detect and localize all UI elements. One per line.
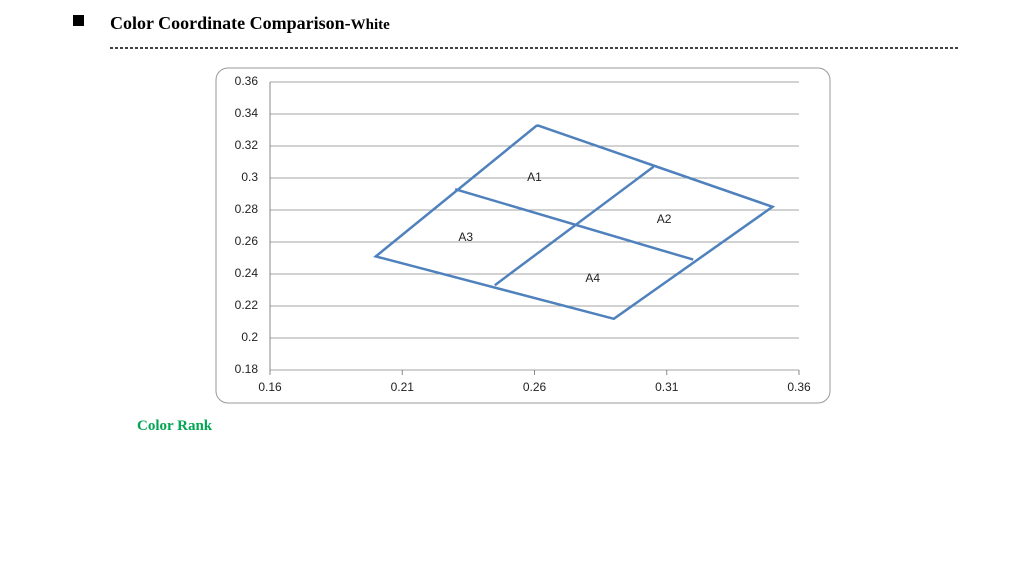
y-tick-label: 0.36	[235, 74, 259, 88]
color-rank-label: Color Rank	[137, 418, 213, 434]
y-tick-label: 0.2	[241, 330, 258, 344]
title: Color Coordinate Comparison-White	[110, 13, 390, 33]
y-tick-label: 0.22	[235, 298, 259, 312]
y-tick-label: 0.3	[241, 170, 258, 184]
title-main: Color Coordinate Comparison-	[110, 13, 351, 33]
y-tick-label: 0.32	[235, 138, 259, 152]
line-series	[494, 165, 655, 287]
x-tick-label: 0.36	[787, 380, 811, 394]
x-tick-label: 0.31	[655, 380, 679, 394]
y-tick-label: 0.24	[235, 266, 259, 280]
line-series	[454, 188, 694, 261]
y-tick-label: 0.28	[235, 202, 259, 216]
y-tick-label: 0.34	[235, 106, 259, 120]
x-tick-label: 0.21	[391, 380, 415, 394]
region-label: A1	[527, 170, 542, 184]
region-label: A3	[458, 230, 473, 244]
x-tick-label: 0.16	[258, 380, 282, 394]
region-label: A2	[657, 212, 672, 226]
y-tick-label: 0.18	[235, 362, 259, 376]
chart-frame	[215, 67, 831, 404]
bullet	[73, 15, 84, 26]
line-series	[373, 124, 776, 321]
x-tick-label: 0.26	[523, 380, 547, 394]
y-tick-label: 0.26	[235, 234, 259, 248]
title-suffix: White	[351, 17, 391, 33]
region-label: A4	[585, 271, 600, 285]
